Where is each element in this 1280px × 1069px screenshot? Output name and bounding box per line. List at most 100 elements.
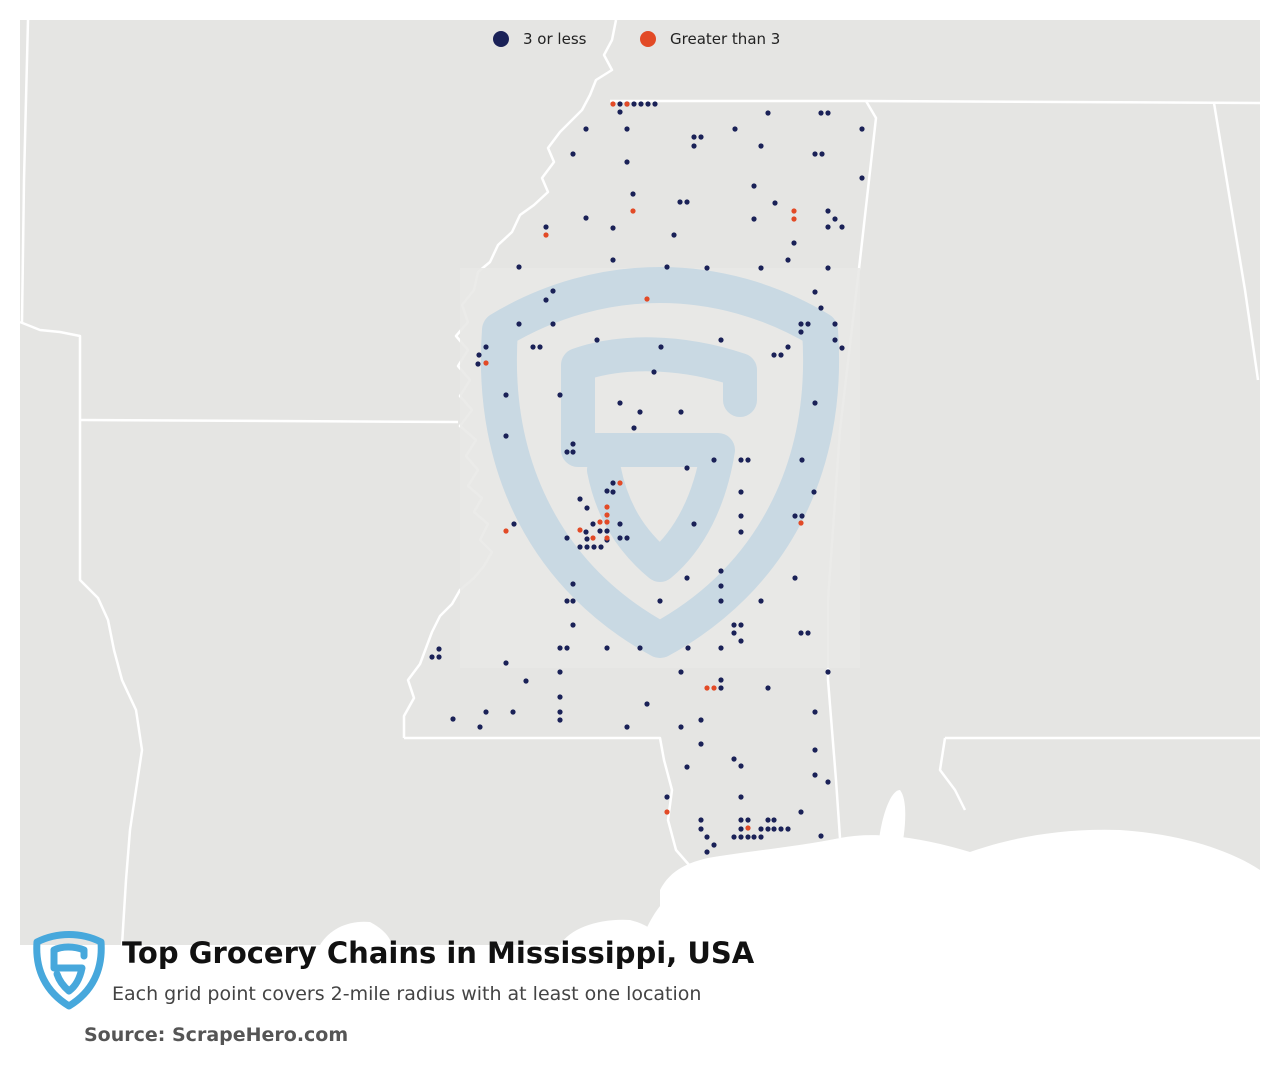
grid-point-3-or-less (718, 583, 724, 589)
grid-point-3-or-less (503, 660, 509, 666)
grid-point-3-or-less (483, 709, 489, 715)
grid-point-greater-than-3 (798, 520, 804, 526)
grid-point-3-or-less (570, 441, 576, 447)
grid-point-3-or-less (839, 345, 845, 351)
grid-point-3-or-less (732, 126, 738, 132)
coast-sound (640, 873, 760, 945)
grid-point-3-or-less (684, 465, 690, 471)
grid-point-3-or-less (738, 817, 744, 823)
grid-point-3-or-less (698, 826, 704, 832)
grid-point-3-or-less (718, 337, 724, 343)
grid-point-greater-than-3 (604, 512, 610, 518)
watermark-logo (460, 267, 860, 668)
grid-point-3-or-less (718, 568, 724, 574)
grid-point-3-or-less (718, 677, 724, 683)
grid-point-3-or-less (785, 826, 791, 832)
arkansas-louisiana-border (79, 418, 459, 424)
legend-dot-low (493, 31, 509, 47)
grid-point-greater-than-3 (664, 809, 670, 815)
grid-point-3-or-less (812, 289, 818, 295)
grid-point-3-or-less (617, 109, 623, 115)
legend: 3 or less Greater than 3 (0, 30, 1280, 54)
grid-point-3-or-less (798, 329, 804, 335)
grid-point-3-or-less (738, 763, 744, 769)
grid-point-3-or-less (583, 529, 589, 535)
grid-point-3-or-less (543, 224, 549, 230)
gulf-of-mexico (660, 829, 1260, 945)
grid-point-3-or-less (812, 747, 818, 753)
grid-point-3-or-less (751, 216, 757, 222)
grid-point-3-or-less (597, 528, 603, 534)
grid-point-3-or-less (792, 575, 798, 581)
grid-point-greater-than-3 (617, 480, 623, 486)
grid-point-3-or-less (584, 505, 590, 511)
grid-point-3-or-less (811, 489, 817, 495)
grid-point-3-or-less (745, 817, 751, 823)
arkansas-missouri-border (20, 19, 30, 323)
grid-point-3-or-less (738, 638, 744, 644)
grid-point-greater-than-3 (791, 216, 797, 222)
grid-point-3-or-less (718, 598, 724, 604)
grid-point-greater-than-3 (604, 535, 610, 541)
alabama-georgia-border (1212, 102, 1260, 381)
grid-point-3-or-less (698, 741, 704, 747)
grid-point-3-or-less (477, 724, 483, 730)
grid-point-3-or-less (557, 717, 563, 723)
grid-point-3-or-less (637, 409, 643, 415)
grid-point-3-or-less (825, 779, 831, 785)
mississippi-southern-border (404, 736, 691, 867)
grid-point-3-or-less (570, 581, 576, 587)
grid-point-3-or-less (765, 110, 771, 116)
grid-point-3-or-less (765, 685, 771, 691)
grid-point-3-or-less (684, 199, 690, 205)
grid-point-3-or-less (624, 535, 630, 541)
grid-point-3-or-less (476, 352, 482, 358)
grid-point-3-or-less (617, 535, 623, 541)
grid-point-3-or-less (557, 709, 563, 715)
grid-point-3-or-less (738, 826, 744, 832)
grid-point-3-or-less (557, 392, 563, 398)
texas-louisiana-border (78, 420, 144, 945)
grid-point-3-or-less (557, 645, 563, 651)
grid-point-3-or-less (583, 215, 589, 221)
grid-point-3-or-less (564, 449, 570, 455)
grid-point-3-or-less (738, 489, 744, 495)
lake-pontchartrain (560, 919, 665, 945)
grid-point-3-or-less (825, 265, 831, 271)
grid-point-3-or-less (745, 457, 751, 463)
grid-point-3-or-less (570, 598, 576, 604)
grid-point-3-or-less (516, 264, 522, 270)
chart-title: Top Grocery Chains in Mississippi, USA (122, 936, 755, 970)
grid-point-3-or-less (671, 232, 677, 238)
legend-item-high: Greater than 3 (640, 30, 780, 48)
grid-point-3-or-less (859, 175, 865, 181)
grid-point-3-or-less (711, 457, 717, 463)
grid-point-3-or-less (537, 344, 543, 350)
grid-point-3-or-less (859, 126, 865, 132)
grid-point-3-or-less (805, 630, 811, 636)
grid-point-3-or-less (832, 216, 838, 222)
grid-point-3-or-less (812, 709, 818, 715)
grid-point-3-or-less (825, 208, 831, 214)
grid-point-3-or-less (771, 352, 777, 358)
grid-point-3-or-less (799, 513, 805, 519)
grid-point-3-or-less (436, 654, 442, 660)
grid-point-3-or-less (664, 264, 670, 270)
grid-point-greater-than-3 (610, 101, 616, 107)
coast-west (320, 921, 392, 945)
grid-point-3-or-less (530, 344, 536, 350)
grid-point-3-or-less (577, 544, 583, 550)
grid-point-3-or-less (598, 544, 604, 550)
grid-point-3-or-less (751, 183, 757, 189)
grid-point-3-or-less (765, 826, 771, 832)
grid-point-3-or-less (645, 101, 651, 107)
grid-point-greater-than-3 (597, 519, 603, 525)
grid-point-3-or-less (658, 344, 664, 350)
scrapehero-shield-icon (33, 931, 105, 1010)
grid-point-3-or-less (543, 297, 549, 303)
grid-point-3-or-less (631, 425, 637, 431)
grid-point-3-or-less (436, 646, 442, 652)
watermark-s-icon (561, 337, 757, 582)
grid-point-3-or-less (523, 678, 529, 684)
grid-point-3-or-less (678, 724, 684, 730)
